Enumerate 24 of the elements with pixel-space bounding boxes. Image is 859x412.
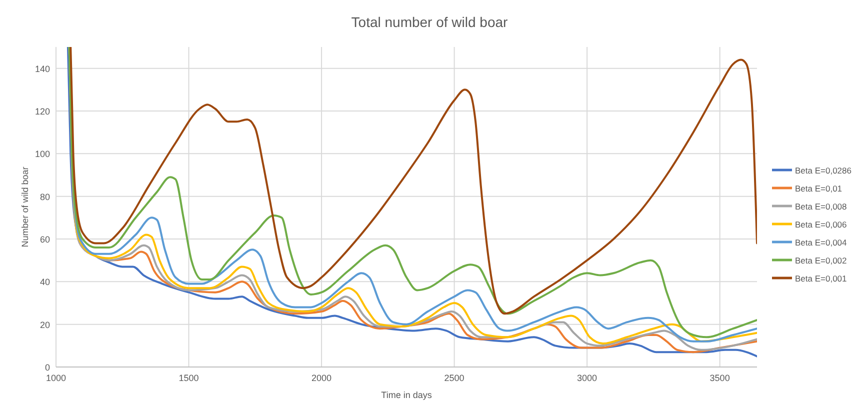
y-tick-label: 40 [40,277,50,288]
y-tick-label: 80 [40,192,50,202]
x-tick-label: 1500 [178,373,199,383]
y-tick-label: 0 [44,362,50,372]
y-axis-title: Number of wild boar [20,166,30,248]
y-tick-label: 20 [40,320,50,330]
x-tick-label: 2000 [312,373,332,383]
y-tick-label: 60 [40,234,50,244]
x-axis-title: Time in days [381,390,432,400]
legend-label: Beta E=0,006 [795,220,848,230]
y-tick-label: 140 [34,64,50,74]
x-tick-label: 2500 [444,373,464,383]
legend-label: Beta E=0,0286 [795,166,852,176]
legend-label: Beta E=0,002 [795,256,848,266]
legend-label: Beta E=0,01 [795,184,842,194]
legend-label: Beta E=0,008 [795,202,848,212]
x-tick-label: 3500 [710,373,730,383]
x-tick-label: 3000 [577,373,598,383]
y-tick-label: 100 [34,149,50,160]
legend-label: Beta E=0,004 [795,238,848,248]
y-tick-label: 120 [34,106,50,116]
legend-label: Beta E=0,001 [795,274,848,284]
x-tick-label: 1000 [46,373,66,383]
chart-title: Total number of wild boar [351,14,508,30]
